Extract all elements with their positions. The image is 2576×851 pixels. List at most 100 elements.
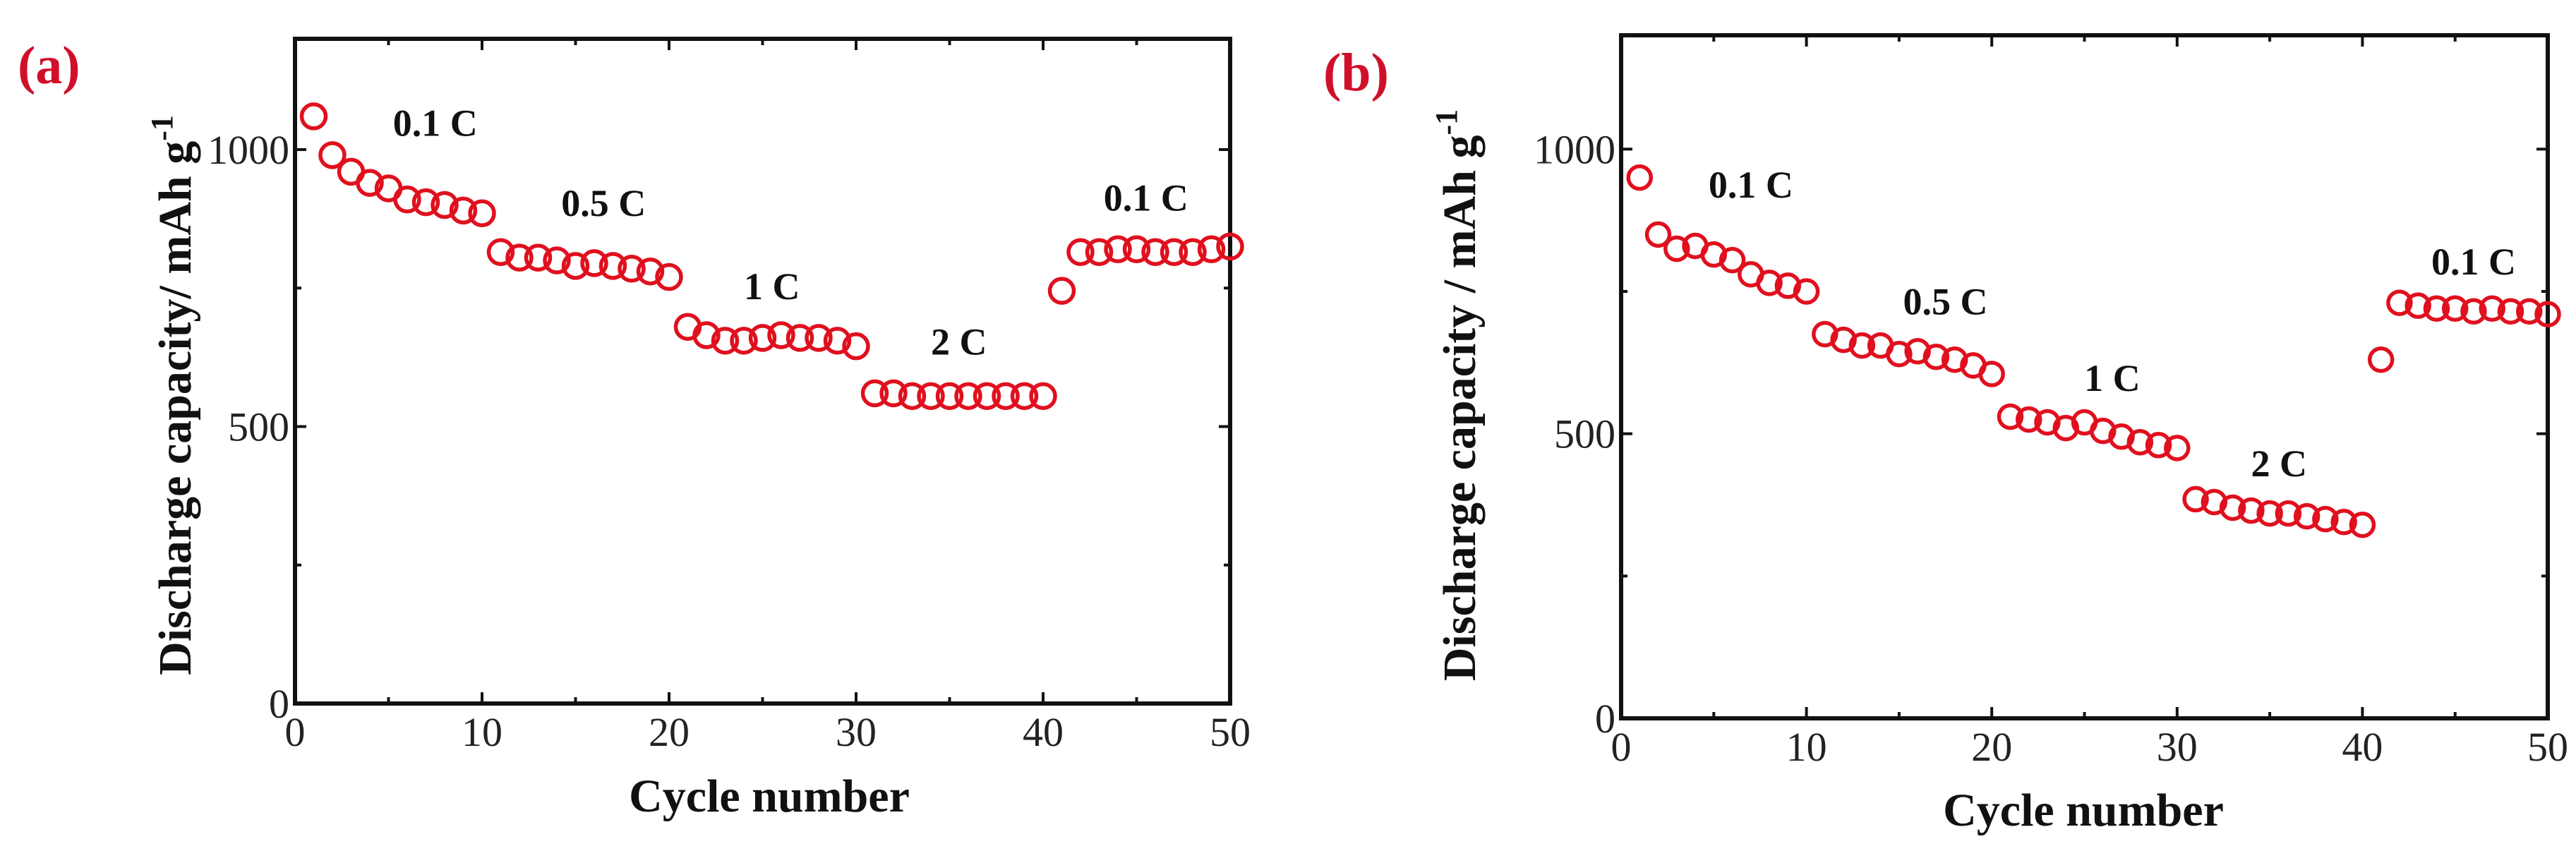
x-axis-title-b: Cycle number	[1943, 785, 2224, 836]
rate-label-a: 0.1 C	[1104, 176, 1188, 219]
data-point-a	[973, 382, 1001, 411]
data-point-a	[879, 379, 908, 408]
data-point-b	[1774, 272, 1802, 299]
y-tick-label-b: 0	[1595, 696, 1615, 742]
x-axis-title-a: Cycle number	[629, 771, 910, 822]
data-point-b	[2108, 423, 2135, 450]
data-point-a	[767, 321, 795, 349]
data-point-a	[431, 191, 459, 219]
data-point-a	[898, 382, 927, 411]
data-point-b	[2534, 301, 2561, 328]
data-point-b	[1978, 361, 2005, 387]
data-point-b	[2256, 500, 2283, 527]
data-point-a	[468, 199, 496, 228]
data-point-b	[1904, 337, 1931, 365]
rate-label-b: 2 C	[2251, 442, 2307, 485]
data-point-b	[2405, 292, 2431, 319]
data-point-b	[2349, 511, 2376, 538]
rate-annotations-a: 0.1 C 0.5 C 1 C 2 C 0.1 C	[393, 102, 1188, 363]
data-point-b	[2145, 432, 2172, 459]
data-point-b	[2015, 406, 2042, 433]
data-point-b	[1756, 270, 1783, 296]
data-point-a	[917, 382, 945, 411]
axis-ticks-a	[294, 39, 1232, 705]
data-point-a	[1029, 382, 1057, 411]
y-axis-title-text-b: Discharge capacity / mAh g	[1434, 135, 1486, 682]
data-point-a	[860, 379, 889, 408]
data-point-a	[1104, 235, 1132, 264]
data-series-a	[299, 102, 1244, 411]
data-point-b	[2293, 502, 2321, 530]
axis-ticks-b	[1620, 35, 2549, 720]
data-point-a	[561, 252, 590, 280]
y-axis-title-a: Discharge capacity/ mAh g-1	[145, 115, 201, 675]
rate-label-b: 0.5 C	[1903, 280, 1988, 322]
data-point-b	[2460, 298, 2487, 325]
x-tick-label-a: 10	[462, 709, 502, 755]
data-point-a	[449, 196, 478, 225]
data-point-b	[1812, 320, 1838, 348]
x-tick-label-a: 40	[1023, 709, 1064, 755]
data-point-a	[823, 327, 852, 355]
data-point-a	[692, 321, 721, 349]
data-point-a	[1216, 232, 1244, 261]
rate-label-a: 0.1 C	[393, 102, 478, 144]
data-point-b	[2367, 346, 2395, 373]
data-point-a	[411, 188, 440, 217]
y-axis-title-superscript-a: -1	[145, 115, 179, 141]
data-point-a	[805, 324, 833, 352]
data-point-a	[580, 249, 608, 277]
data-point-b	[2201, 488, 2228, 516]
data-point-a	[598, 252, 627, 280]
data-point-b	[1886, 340, 1913, 368]
data-point-a	[1047, 277, 1076, 305]
data-point-b	[2386, 289, 2413, 316]
data-point-a	[1085, 238, 1114, 266]
data-point-a	[1160, 238, 1188, 266]
panel-label-a: (a)	[18, 36, 80, 95]
y-tick-label-b: 500	[1554, 411, 1615, 457]
data-point-b	[2330, 508, 2357, 536]
data-series-b	[1626, 164, 2561, 538]
data-point-a	[954, 382, 982, 411]
data-point-b	[1700, 241, 1728, 268]
data-point-b	[1997, 403, 2024, 430]
data-point-b	[1922, 344, 1950, 370]
data-point-a	[1179, 238, 1207, 266]
data-point-a	[786, 324, 814, 352]
rate-label-b: 0.1 C	[1709, 164, 1793, 206]
data-point-b	[1830, 326, 1857, 354]
data-point-a	[486, 238, 515, 266]
data-point-b	[2423, 295, 2450, 322]
y-tick-label-a: 500	[228, 404, 289, 450]
data-point-a	[636, 257, 665, 286]
data-point-b	[1941, 346, 1968, 373]
x-tick-label-b: 40	[2342, 724, 2383, 770]
rate-label-a: 2 C	[931, 320, 987, 363]
data-point-a	[730, 327, 758, 355]
rate-label-b: 1 C	[2084, 357, 2141, 399]
data-point-b	[1644, 221, 1672, 248]
rate-label-a: 0.5 C	[561, 182, 646, 224]
x-tick-label-b: 50	[2527, 724, 2568, 770]
x-tick-label-b: 0	[1611, 724, 1632, 770]
panel-label-b: (b)	[1323, 43, 1389, 102]
data-point-b	[1719, 246, 1746, 274]
chart-panel-a: (a) Discharge capacity/ mAh g-1 Cycle nu…	[18, 36, 1251, 822]
data-point-b	[2219, 494, 2246, 521]
data-point-b	[2126, 429, 2154, 456]
rate-annotations-b: 0.1 C 0.5 C 1 C 2 C 0.1 C	[1709, 164, 2516, 485]
data-point-b	[2182, 485, 2209, 513]
y-tick-label-a: 0	[269, 681, 289, 727]
data-point-a	[842, 332, 870, 361]
y-tick-label-a: 1000	[207, 127, 289, 173]
data-point-a	[1141, 238, 1169, 266]
data-point-a	[505, 243, 534, 272]
x-tick-label-a: 0	[285, 709, 306, 755]
data-point-b	[1626, 164, 1654, 191]
data-point-b	[2497, 298, 2524, 325]
